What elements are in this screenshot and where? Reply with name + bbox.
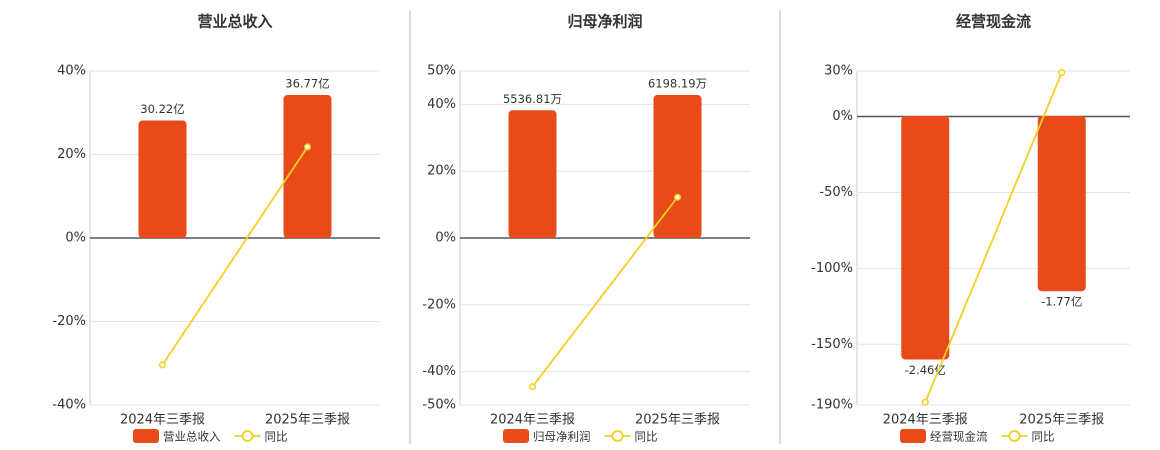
legend-swatch: [133, 429, 159, 443]
y-tick-label: 0%: [65, 231, 86, 246]
data-label: 5536.81万: [503, 92, 562, 106]
marker: [303, 143, 312, 151]
line: [924, 72, 1063, 403]
y-tick-label: -20%: [422, 297, 456, 312]
legend-swatch: [900, 429, 926, 443]
legend-label: 同比: [1032, 430, 1055, 444]
legend-swatch: [1008, 430, 1021, 442]
data-label: 36.77亿: [285, 76, 329, 90]
line: [531, 196, 679, 388]
y-tick-label: 20%: [427, 164, 456, 179]
y-tick-label: 20%: [57, 147, 86, 162]
legend-swatch: [241, 430, 254, 442]
y-tick-label: 0%: [435, 231, 456, 246]
y-tick-label: -190%: [811, 398, 853, 413]
bar: [901, 116, 950, 360]
y-tick-label: -40%: [52, 398, 86, 413]
y-tick-label: -150%: [811, 337, 853, 352]
legend-label: 同比: [635, 430, 658, 444]
bar: [1037, 116, 1086, 292]
legend-swatch: [611, 430, 624, 442]
y-tick-label: 0%: [832, 109, 853, 124]
legend-label: 同比: [265, 430, 288, 444]
data-label: -1.77亿: [1041, 295, 1082, 309]
x-tick-label: 2025年三季报: [635, 413, 720, 428]
legend-label: 归母净利润: [533, 430, 591, 444]
y-tick-label: 30%: [824, 64, 853, 79]
y-tick-label: 50%: [427, 64, 456, 79]
x-tick-label: 2024年三季报: [120, 413, 205, 428]
y-tick-label: -100%: [811, 261, 853, 276]
y-tick-label: -50%: [422, 398, 456, 413]
marker: [921, 398, 929, 406]
x-tick-label: 2025年三季报: [265, 413, 350, 428]
bar: [653, 94, 702, 238]
legend-label: 经营现金流: [930, 430, 988, 444]
bar: [508, 110, 557, 238]
bar: [283, 94, 332, 239]
chart-title: 经营现金流: [956, 13, 1031, 31]
y-tick-label: -50%: [819, 185, 853, 200]
line: [161, 146, 309, 366]
y-tick-label: 40%: [427, 97, 456, 112]
x-tick-label: 2024年三季报: [490, 413, 575, 428]
marker: [528, 383, 537, 391]
legend-swatch: [503, 429, 529, 443]
marker: [673, 193, 682, 201]
bar: [138, 120, 187, 238]
x-tick-label: 2024年三季报: [883, 413, 968, 428]
marker: [1058, 69, 1066, 77]
y-tick-label: 40%: [57, 64, 86, 79]
x-tick-label: 2025年三季报: [1019, 413, 1104, 428]
data-label: 6198.19万: [648, 76, 707, 90]
data-label: 30.22亿: [140, 102, 184, 116]
chart-title: 归母净利润: [567, 13, 642, 31]
data-label: -2.46亿: [905, 363, 946, 377]
y-tick-label: -40%: [422, 364, 456, 379]
y-tick-label: -20%: [52, 314, 86, 329]
legend-label: 营业总收入: [163, 430, 221, 444]
chart-title: 营业总收入: [197, 13, 272, 31]
marker: [158, 361, 167, 369]
